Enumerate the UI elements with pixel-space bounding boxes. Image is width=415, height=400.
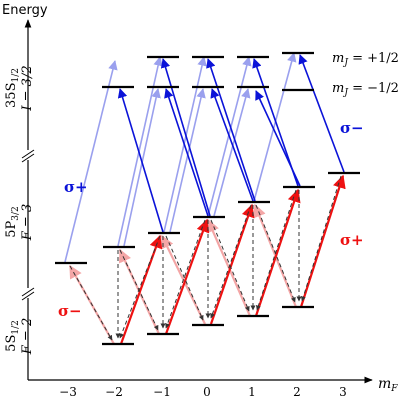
x-tick-labels: −3 −2 −1 0 1 2 3 bbox=[59, 385, 347, 399]
tick-label-3: 3 bbox=[339, 385, 347, 399]
sigma-plus-blue-label: σ+ bbox=[64, 178, 88, 196]
svg-text:F = 3: F = 3 bbox=[20, 204, 35, 241]
state-label-intermediate: 5P3/2 F = 3 bbox=[4, 204, 35, 241]
sigma-minus-blue-couplings bbox=[117, 54, 345, 233]
sigma-minus-blue-label: σ− bbox=[340, 119, 364, 137]
tick-label-m1: −1 bbox=[153, 385, 171, 399]
coupling-line bbox=[164, 218, 210, 335]
decay-line bbox=[165, 235, 204, 321]
svg-text:I = 3/2: I = 3/2 bbox=[20, 65, 35, 111]
tick-label-2: 2 bbox=[293, 385, 301, 399]
coupling-line bbox=[160, 58, 211, 217]
decay-line bbox=[300, 175, 342, 302]
coupling-line bbox=[207, 56, 252, 217]
tick-label-1: 1 bbox=[248, 385, 256, 399]
coupling-line bbox=[164, 88, 209, 217]
y-axis-label: Energy bbox=[2, 3, 48, 18]
coupling-line bbox=[253, 52, 297, 202]
coupling-line bbox=[123, 88, 161, 247]
intermediate-levels bbox=[55, 171, 360, 265]
decay-line bbox=[69, 265, 113, 341]
axis-break-lower bbox=[20, 287, 36, 301]
ground-levels bbox=[102, 305, 314, 346]
coupling-line bbox=[169, 88, 206, 233]
sigma-plus-red-label: σ+ bbox=[340, 231, 364, 249]
sigma-plus-blue-couplings bbox=[64, 52, 297, 263]
decay-line bbox=[256, 189, 297, 311]
coupling-line bbox=[255, 90, 301, 187]
coupling-line bbox=[254, 188, 301, 317]
coupling-line bbox=[119, 234, 163, 345]
svg-text:F = 2: F = 2 bbox=[20, 318, 35, 355]
state-label-rydberg: 35S1/2 I = 3/2 bbox=[4, 65, 35, 111]
rydberg-upper-levels bbox=[147, 51, 314, 59]
rydberg-lower-levels bbox=[102, 85, 314, 92]
x-axis-label: mF bbox=[378, 376, 398, 394]
legend-upper: mJ = +1/2 bbox=[332, 51, 399, 68]
tick-label-m2: −2 bbox=[105, 385, 123, 399]
coupling-line bbox=[298, 54, 345, 173]
tick-label-m3: −3 bbox=[59, 385, 77, 399]
coupling-line bbox=[210, 88, 254, 202]
coupling-line bbox=[213, 88, 251, 217]
tick-label-0: 0 bbox=[203, 385, 211, 399]
svg-text:5S1/2: 5S1/2 bbox=[4, 320, 21, 352]
coupling-line bbox=[206, 58, 256, 202]
legend-lower: mJ = −1/2 bbox=[332, 81, 399, 98]
sigma-minus-red-label: σ− bbox=[58, 302, 82, 320]
svg-text:5P3/2: 5P3/2 bbox=[4, 206, 21, 238]
coupling-line bbox=[209, 203, 255, 325]
sigma-plus-red-couplings bbox=[119, 174, 346, 345]
decay-paths bbox=[69, 175, 342, 341]
decay-line bbox=[210, 204, 252, 319]
state-label-ground: 5S1/2 F = 2 bbox=[4, 318, 35, 355]
decay-line bbox=[119, 235, 161, 339]
decay-line bbox=[165, 219, 206, 329]
axis-break-upper bbox=[20, 149, 36, 163]
svg-text:35S1/2: 35S1/2 bbox=[4, 68, 21, 108]
coupling-line bbox=[299, 174, 346, 308]
coupling-line bbox=[64, 60, 118, 263]
coupling-line bbox=[117, 88, 164, 233]
